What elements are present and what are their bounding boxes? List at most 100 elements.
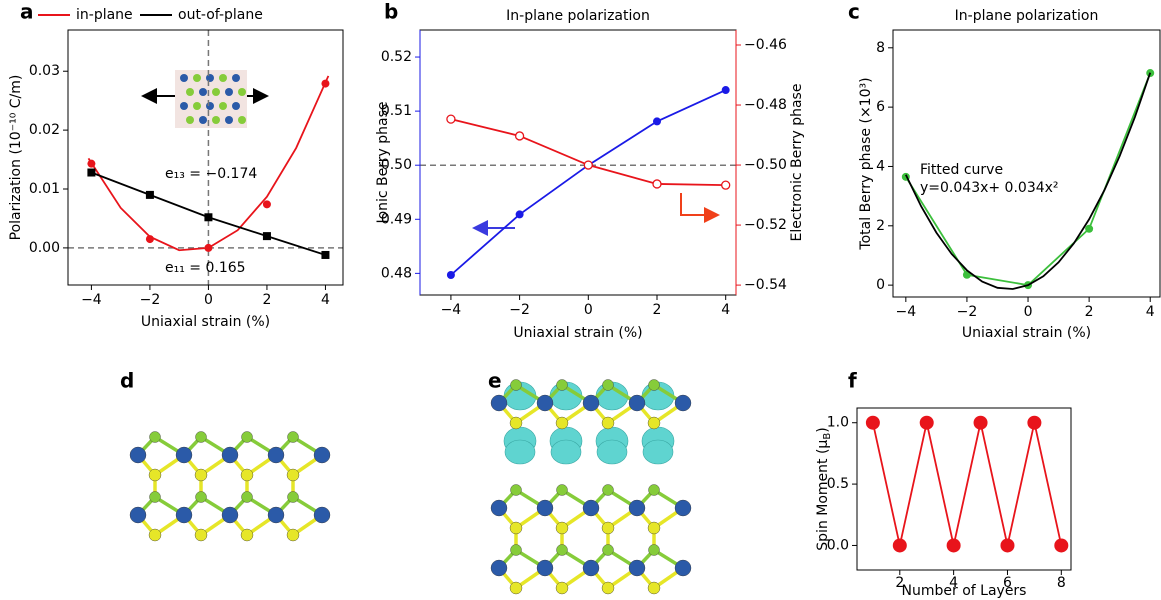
inset-atom <box>232 74 240 82</box>
atom <box>221 506 239 524</box>
y-tick-label: 0.49 <box>381 211 412 227</box>
atom <box>647 416 661 430</box>
x-axis-label: Number of Layers <box>902 583 1027 599</box>
marker <box>1027 415 1042 430</box>
atom <box>148 468 162 482</box>
plot-frame <box>856 407 1072 571</box>
x-tick-label: −4 <box>896 304 917 320</box>
inset-atom <box>186 88 194 96</box>
x-tick-label: 4 <box>321 292 330 308</box>
inset-atom <box>193 102 201 110</box>
panel-label: c <box>848 0 860 24</box>
legend-label: out-of-plane <box>178 7 263 23</box>
spin-density <box>596 439 628 465</box>
atom <box>490 499 508 517</box>
series-line <box>87 75 330 252</box>
atom <box>194 468 208 482</box>
atom <box>241 431 253 443</box>
chart-title: In-plane polarization <box>506 8 650 24</box>
inset-atom <box>180 102 188 110</box>
chart-title: In-plane polarization <box>955 8 1099 24</box>
y-axis-label: Polarization (10⁻¹⁰ C/m) <box>8 75 24 241</box>
atom <box>287 431 299 443</box>
y2-axis-label: Electronic Berry phase <box>789 84 805 242</box>
panel-label: a <box>20 0 34 24</box>
atom <box>509 521 523 535</box>
x-tick-label: 0 <box>204 292 213 308</box>
structures <box>129 379 692 595</box>
annotation: e₁₃ = −0.174 <box>165 166 257 182</box>
x-tick-label: 4 <box>949 575 958 591</box>
y-tick-label: 8 <box>876 40 885 56</box>
x-axis-label: Uniaxial strain (%) <box>141 314 270 330</box>
atom <box>555 521 569 535</box>
atom <box>129 506 147 524</box>
spin-density <box>550 439 582 465</box>
annotation: e₁₁ = 0.165 <box>165 260 246 276</box>
marker <box>583 160 593 170</box>
y-axis-label-text: Polarization (10⁻¹⁰ C/m) <box>8 75 24 241</box>
atom <box>240 468 254 482</box>
inset-atom <box>206 102 214 110</box>
y-axis-label: Ionic Berry phase <box>375 101 391 223</box>
y-tick-label: 0 <box>876 277 885 293</box>
y-tick-label: 0.02 <box>29 122 60 138</box>
atom <box>510 379 522 391</box>
atom <box>149 491 161 503</box>
atom <box>194 528 208 542</box>
inset-atom <box>186 116 194 124</box>
y-tick-label: 1.0 <box>827 415 849 431</box>
direction-arrows <box>472 193 720 236</box>
atom <box>221 446 239 464</box>
atom <box>509 416 523 430</box>
atom <box>556 379 568 391</box>
x-tick-label: 8 <box>1057 575 1066 591</box>
atom <box>195 431 207 443</box>
atom <box>601 521 615 535</box>
marker <box>721 180 731 190</box>
inset-atom <box>219 74 227 82</box>
marker <box>652 179 662 189</box>
marker <box>204 213 213 222</box>
inset-atom <box>206 74 214 82</box>
inset-atom <box>212 88 220 96</box>
marker <box>1054 538 1069 553</box>
marker <box>321 250 330 259</box>
x-tick-label: 0 <box>584 302 593 318</box>
x-axis-label: Uniaxial strain (%) <box>962 325 1091 341</box>
atom <box>602 544 614 556</box>
x-tick-label: −4 <box>81 292 102 308</box>
atom <box>648 379 660 391</box>
y-tick-label: 6 <box>876 99 885 115</box>
x-tick-label: 2 <box>1085 304 1094 320</box>
atom <box>601 581 615 595</box>
y-tick-label: 0.48 <box>381 265 412 281</box>
atom <box>555 416 569 430</box>
atom <box>647 581 661 595</box>
atom <box>536 394 554 412</box>
atom <box>287 491 299 503</box>
y-axis-label-text: Spin Moment (μ <box>815 440 831 551</box>
atom <box>195 491 207 503</box>
series-line <box>450 118 726 187</box>
marker <box>446 270 455 279</box>
y-tick-label: 4 <box>876 158 885 174</box>
panel-label: b <box>384 0 398 24</box>
y-tick-label: 0.51 <box>381 103 412 119</box>
y-tick-label: 0.03 <box>29 63 60 79</box>
atom <box>628 394 646 412</box>
inset-atom <box>238 88 246 96</box>
atom <box>602 379 614 391</box>
atom <box>241 491 253 503</box>
inset-atom <box>180 74 188 82</box>
atom <box>628 499 646 517</box>
y-tick-label: 2 <box>876 218 885 234</box>
atom <box>648 484 660 496</box>
inset-atom <box>238 116 246 124</box>
marker <box>515 210 524 219</box>
inset-atom <box>212 116 220 124</box>
y-tick-label: 0.5 <box>827 476 849 492</box>
atom <box>490 394 508 412</box>
atom <box>313 446 331 464</box>
